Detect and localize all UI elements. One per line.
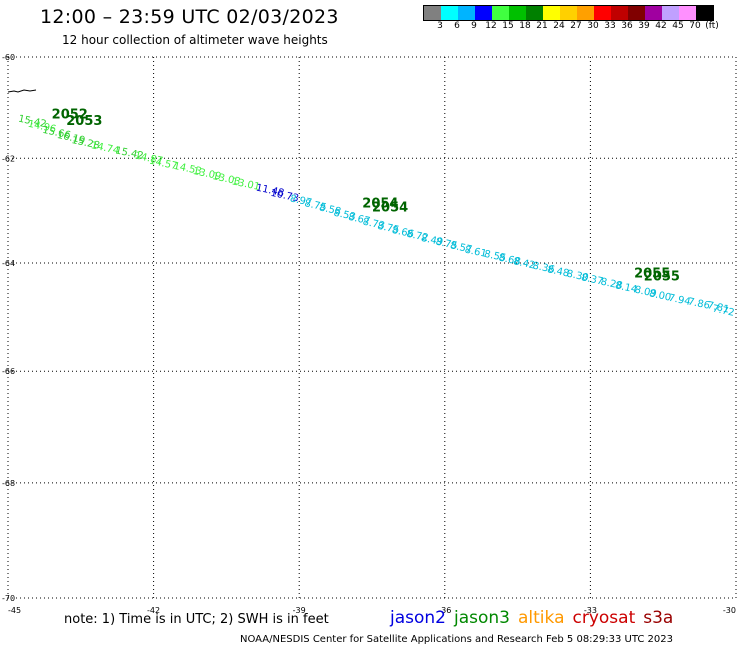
colorbar-label: 6	[454, 21, 460, 31]
colorbar-swatch	[475, 6, 492, 20]
swh-value: 8.58	[318, 202, 342, 217]
latitude-label: -60	[2, 53, 15, 62]
wave-height-colorbar	[423, 5, 714, 21]
colorbar-swatch	[424, 6, 441, 20]
swh-value: 8.97	[289, 193, 313, 208]
pass-number-label: 2054	[372, 200, 408, 215]
swh-value: 8.36	[532, 261, 556, 276]
longitude-label: -42	[147, 606, 160, 615]
map-subtitle: 12 hour collection of altimeter wave hei…	[62, 33, 328, 47]
swh-value: 8.28	[599, 277, 623, 292]
colorbar-label: 27	[570, 21, 582, 31]
longitude-label: -30	[723, 606, 736, 615]
swh-value: 8.72	[405, 229, 429, 244]
swh-readings: 15.4214.9615.6616.1915.2814.7415.4214.87…	[17, 114, 735, 319]
colorbar-label: 33	[604, 21, 616, 31]
swh-value: 7.94	[667, 293, 691, 308]
swh-value: 8.55	[483, 249, 507, 264]
colorbar-label: 42	[655, 21, 667, 31]
legend-cryosat: cryosat	[572, 608, 636, 628]
longitude-label: -33	[584, 606, 597, 615]
colorbar-swatch	[628, 6, 645, 20]
colorbar-swatch	[492, 6, 509, 20]
swh-value: 8.73	[362, 217, 386, 232]
colorbar-label: 21	[536, 21, 548, 31]
colorbar-swatch	[526, 6, 543, 20]
map-grid	[7, 56, 737, 599]
pass-number-label: 2055	[634, 266, 670, 281]
axis-labels: -60 -62 -64 -66 -68 -70 -45 -42 -39 -36 -33 -30	[2, 53, 736, 615]
swh-value: 7.81	[706, 300, 730, 315]
swh-value: 8.75	[376, 221, 400, 236]
swh-value: 8.75	[303, 198, 327, 213]
colorbar-label: (ft)	[705, 21, 719, 31]
colorbar-swatch	[594, 6, 611, 20]
pass-number-label: 2053	[66, 114, 102, 129]
latitude-label: -70	[2, 594, 15, 603]
swh-value: 8.30	[566, 269, 590, 284]
colorbar-label: 39	[638, 21, 650, 31]
note-text: note: 1) Time is in UTC; 2) SWH is in fe…	[64, 612, 329, 627]
swh-value: 8.75	[434, 237, 458, 252]
colorbar-label: 45	[672, 21, 684, 31]
swh-value: 8.49	[420, 233, 444, 248]
colorbar-swatch	[543, 6, 560, 20]
latitude-label: -64	[2, 259, 15, 268]
colorbar-swatch	[458, 6, 475, 20]
swh-value: 7.72	[711, 303, 735, 318]
colorbar-swatch	[441, 6, 458, 20]
pass-number-label: 2054	[362, 197, 398, 212]
colorbar-swatch	[509, 6, 526, 20]
colorbar-label: 24	[553, 21, 565, 31]
pass-number-label: 2052	[52, 107, 88, 122]
colorbar-swatch	[611, 6, 628, 20]
longitude-label: -36	[438, 606, 451, 615]
coastline	[7, 89, 37, 93]
swh-value: 8.67	[347, 212, 371, 227]
longitude-label: -39	[293, 606, 306, 615]
legend-jason3: jason3	[454, 608, 510, 628]
swh-value: 8.53	[333, 208, 357, 223]
colorbar-label: 70	[689, 21, 701, 31]
colorbar-swatch	[679, 6, 696, 20]
colorbar-labels: 3 6 9 12 15 18 21 24 27 30 33 36 39 42 45 70 (ft)	[423, 21, 740, 33]
colorbar-label: 3	[437, 21, 443, 31]
colorbar-swatch	[577, 6, 594, 20]
colorbar-label: 18	[519, 21, 531, 31]
swh-value: 8.09	[633, 285, 657, 300]
swh-value: 8.37	[580, 272, 604, 287]
swh-value: 8.68	[498, 253, 522, 268]
colorbar-swatch	[696, 6, 713, 20]
swh-value: 8.14	[614, 280, 638, 295]
longitude-label: -45	[8, 606, 21, 615]
legend-jason2: jason2	[390, 608, 446, 628]
swh-value: 8.00	[648, 288, 672, 303]
swh-value: 8.57	[449, 240, 473, 255]
latitude-label: -68	[2, 479, 15, 488]
legend-s3a: s3a	[643, 608, 674, 628]
satellite-legend: jason2 jason3 altika cryosat s3a	[390, 608, 681, 628]
colorbar-swatch	[560, 6, 577, 20]
colorbar-label: 30	[587, 21, 599, 31]
latitude-label: -66	[2, 367, 15, 376]
map-title: 12:00 – 23:59 UTC 02/03/2023	[40, 6, 339, 28]
swh-value: 8.61	[464, 245, 488, 260]
swh-value: 8.66	[391, 225, 415, 240]
footer-credit: NOAA/NESDIS Center for Satellite Applica…	[240, 634, 673, 645]
colorbar-swatch	[645, 6, 662, 20]
swh-value: 7.86	[687, 296, 711, 311]
swh-value: 8.48	[546, 264, 570, 279]
pass-number-label: 2055	[644, 270, 680, 285]
colorbar-label: 9	[471, 21, 477, 31]
latitude-label: -62	[2, 154, 15, 163]
colorbar-swatch	[662, 6, 679, 20]
colorbar-label: 15	[502, 21, 514, 31]
swh-value: 8.42	[512, 256, 536, 271]
colorbar-label: 12	[485, 21, 497, 31]
legend-altika: altika	[518, 608, 565, 628]
colorbar-label: 36	[621, 21, 633, 31]
